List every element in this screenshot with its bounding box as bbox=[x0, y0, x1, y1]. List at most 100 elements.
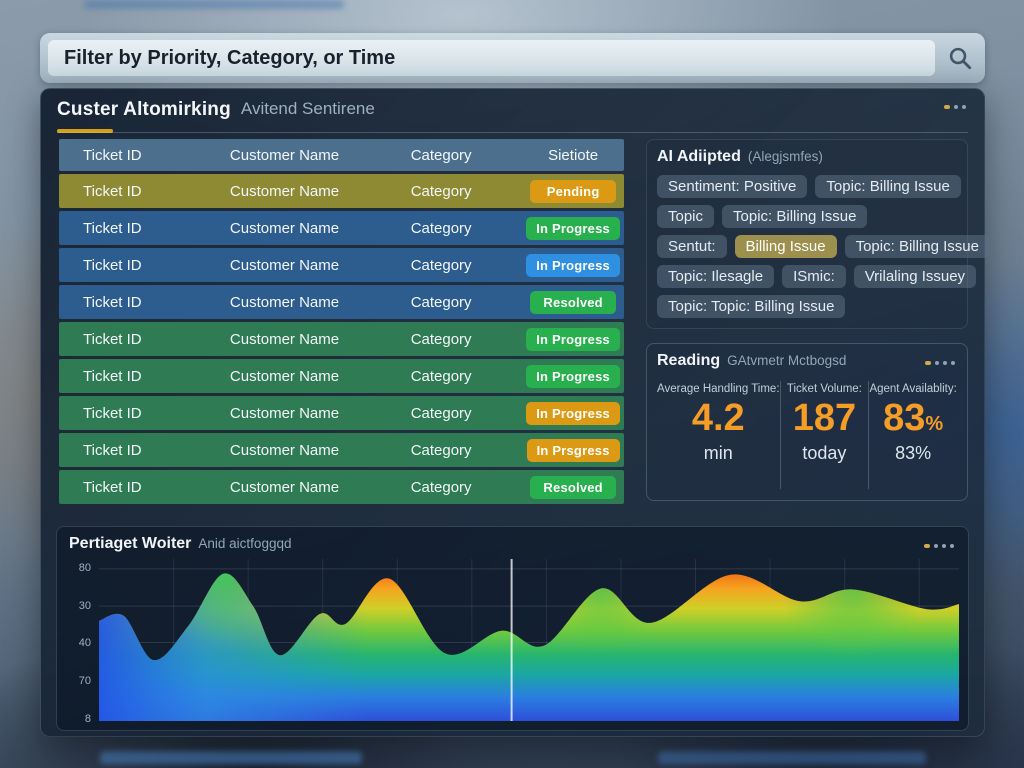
status-badge[interactable]: Pending bbox=[530, 179, 617, 203]
metric: Ticket Volume: 187 today bbox=[779, 381, 869, 489]
cell-ticket-id: Ticket ID bbox=[83, 404, 142, 422]
cell-ticket-id: Ticket ID bbox=[83, 478, 142, 496]
cell-customer: Customer Name bbox=[229, 256, 340, 274]
table-row[interactable]: Ticket ID Customer Name Category In Progres… bbox=[59, 396, 624, 430]
metrics-panel-title: Reading bbox=[657, 352, 721, 369]
cell-ticket-id: Ticket ID bbox=[83, 256, 142, 274]
column-header: Customer Name bbox=[229, 146, 340, 164]
cell-category: Category bbox=[410, 293, 472, 311]
cell-ticket-id: Ticket ID bbox=[83, 182, 142, 200]
column-header: Category bbox=[410, 146, 472, 164]
background-monitor-edge bbox=[658, 751, 926, 764]
table-row[interactable]: Ticket ID Customer Name Category In Progres… bbox=[59, 359, 624, 393]
ai-tag[interactable]: Topic: Billing Issue bbox=[844, 235, 990, 258]
ai-tags-panel: AI Adiipted (Alegjsmfes) Sentiment: Posi… bbox=[646, 139, 990, 329]
ticket-table: Ticket ID Customer Name Category Sietiote T… bbox=[59, 139, 624, 507]
rainbow-area-chart bbox=[99, 559, 959, 722]
metric-value: 4.2 bbox=[691, 397, 745, 439]
status-badge[interactable]: Resolved bbox=[530, 475, 617, 499]
column-header: Ticket ID bbox=[83, 146, 142, 164]
ai-tag[interactable]: ISmic: bbox=[782, 265, 846, 288]
cell-category: Category bbox=[410, 478, 472, 496]
title-accent-underline bbox=[57, 129, 113, 133]
area-chart bbox=[99, 559, 959, 724]
header-divider bbox=[57, 132, 968, 133]
dashboard-panel: Custer Altomirking Avitend Sentirene Tic… bbox=[40, 88, 990, 737]
y-axis-tick-label: 8 bbox=[84, 713, 91, 725]
metric-sub-label: 83% bbox=[895, 442, 932, 463]
metric-value: 83% bbox=[883, 397, 944, 439]
cell-category: Category bbox=[410, 441, 472, 459]
ellipsis-menu-icon[interactable] bbox=[922, 538, 956, 554]
ai-tag[interactable]: Sentiment: Positive bbox=[657, 175, 808, 198]
cell-ticket-id: Ticket ID bbox=[83, 293, 142, 311]
cell-ticket-id: Ticket ID bbox=[83, 219, 142, 237]
status-badge[interactable]: Resolved bbox=[530, 290, 617, 314]
ai-tag[interactable]: Topic: Billing Issue bbox=[722, 205, 868, 228]
status-badge[interactable]: In Progress bbox=[526, 253, 620, 277]
metric-value: 187 bbox=[792, 397, 857, 439]
cell-customer: Customer Name bbox=[229, 404, 340, 422]
chart-title: Pertiaget Woiter bbox=[69, 535, 192, 552]
ai-panel-title: AI Adiipted bbox=[657, 148, 741, 165]
ellipsis-menu-icon[interactable] bbox=[923, 355, 957, 371]
ai-tag[interactable]: Vrilaling Issuey bbox=[853, 265, 977, 288]
cell-customer: Customer Name bbox=[229, 293, 340, 311]
metric-label: Ticket Volume: bbox=[786, 383, 862, 395]
table-row[interactable]: Ticket ID Customer Name Category In Progres… bbox=[59, 248, 624, 282]
metric-label: Average Handling Time: bbox=[657, 383, 780, 395]
cell-customer: Customer Name bbox=[229, 330, 340, 348]
cell-category: Category bbox=[410, 330, 472, 348]
ai-tag[interactable]: Sentut: bbox=[657, 235, 727, 258]
metric: Agent Availablity: 83% 83% bbox=[868, 381, 957, 489]
table-row[interactable]: Ticket ID Customer Name Category In Progres… bbox=[59, 322, 624, 356]
dashboard-header: Custer Altomirking Avitend Sentirene bbox=[57, 99, 968, 121]
cell-category: Category bbox=[410, 182, 472, 200]
y-axis-tick-label: 80 bbox=[78, 562, 91, 574]
column-header: Sietiote bbox=[548, 146, 599, 164]
ai-tag[interactable]: Topic: Topic: Billing Issue bbox=[657, 295, 846, 318]
metric: Average Handling Time: 4.2 min bbox=[657, 381, 780, 489]
cell-customer: Customer Name bbox=[229, 219, 340, 237]
metrics-panel: Reading GAtvmetr Mctbogsd Average Handli… bbox=[646, 343, 968, 501]
ai-panel-subtitle: (Alegjsmfes) bbox=[747, 149, 823, 164]
y-axis-tick-label: 70 bbox=[78, 675, 91, 687]
search-icon[interactable] bbox=[947, 45, 973, 71]
status-badge[interactable]: In Progress bbox=[526, 327, 620, 351]
ai-tag[interactable]: Topic: Ilesagle bbox=[657, 265, 775, 288]
y-axis-tick-label: 30 bbox=[78, 600, 91, 612]
table-row[interactable]: Ticket ID Customer Name Category Resolved bbox=[59, 285, 624, 319]
cell-ticket-id: Ticket ID bbox=[83, 441, 142, 459]
table-row[interactable]: Ticket ID Customer Name Category Pending bbox=[59, 174, 624, 208]
filter-search-bar bbox=[40, 33, 985, 83]
metrics-panel-subtitle: GAtvmetr Mctbogsd bbox=[727, 353, 847, 368]
cell-customer: Customer Name bbox=[229, 182, 340, 200]
status-badge[interactable]: In Progress bbox=[526, 401, 620, 425]
cell-category: Category bbox=[410, 367, 472, 385]
ellipsis-menu-icon[interactable] bbox=[942, 99, 968, 115]
ticket-volume-chart-panel: Pertiaget Woiter Anid aictfoggqd 80 30 40 7… bbox=[56, 526, 969, 731]
table-row[interactable]: Ticket ID Customer Name Category In Prsgres… bbox=[59, 433, 624, 467]
page-subtitle: Avitend Sentirene bbox=[240, 99, 375, 118]
background-monitor-edge bbox=[84, 0, 344, 9]
background-monitor-edge bbox=[100, 751, 362, 764]
metric-sub-label: min bbox=[703, 442, 733, 463]
metric-label: Agent Availablity: bbox=[869, 383, 957, 395]
ai-tag[interactable]: Topic bbox=[657, 205, 715, 228]
table-row[interactable]: Ticket ID Customer Name Category Resolved bbox=[59, 470, 624, 504]
status-badge[interactable]: In Progress bbox=[526, 364, 620, 388]
status-badge[interactable]: In Prsgress bbox=[526, 438, 620, 462]
search-input[interactable] bbox=[48, 40, 935, 76]
cell-ticket-id: Ticket ID bbox=[83, 367, 142, 385]
table-row[interactable]: Ticket ID Customer Name Category In Progres… bbox=[59, 211, 624, 245]
status-badge[interactable]: In Progress bbox=[526, 216, 620, 240]
ai-tag-highlighted[interactable]: Billing Issue bbox=[734, 235, 837, 258]
cell-category: Category bbox=[410, 219, 472, 237]
table-header-row: Ticket ID Customer Name Category Sietiote bbox=[59, 139, 624, 171]
y-axis-tick-label: 40 bbox=[78, 637, 91, 649]
cell-customer: Customer Name bbox=[229, 478, 340, 496]
metric-sub-label: today bbox=[802, 442, 847, 463]
cell-category: Category bbox=[410, 404, 472, 422]
ai-tag[interactable]: Topic: Billing Issue bbox=[815, 175, 961, 198]
cell-category: Category bbox=[410, 256, 472, 274]
